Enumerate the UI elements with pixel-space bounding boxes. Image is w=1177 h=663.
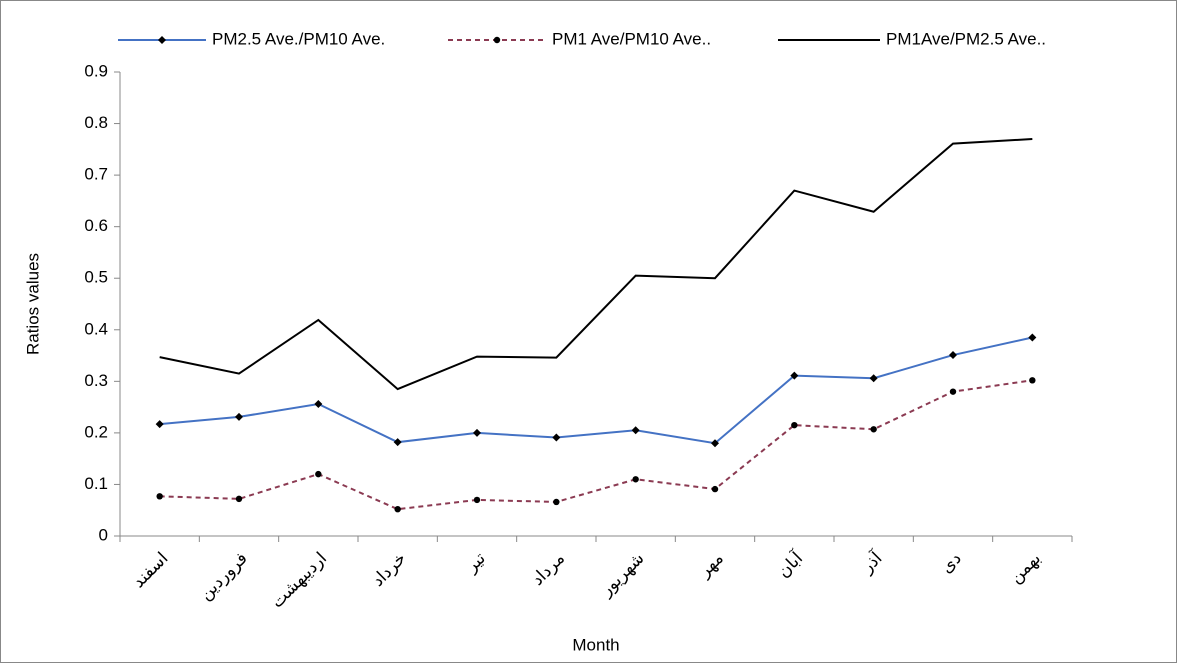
marker <box>158 36 166 44</box>
y-axis-title: Ratios values <box>23 253 42 355</box>
x-tick-label: اسفند <box>129 549 172 592</box>
marker <box>631 426 640 435</box>
y-tick-label: 0.5 <box>84 268 108 287</box>
marker <box>235 412 243 421</box>
marker <box>791 421 798 429</box>
marker <box>155 420 164 429</box>
marker <box>632 476 639 483</box>
marker <box>235 495 243 503</box>
y-tick-label: 0 <box>99 525 108 544</box>
marker <box>314 400 323 409</box>
x-tick-label: دی <box>937 549 965 577</box>
marker <box>473 428 481 437</box>
x-tick-label: مهر <box>694 549 727 582</box>
x-tick-label: مرداد <box>528 549 569 590</box>
marker <box>156 493 163 500</box>
y-tick-label: 0.8 <box>84 113 108 132</box>
legend-label: PM1 Ave/PM10 Ave.. <box>552 29 711 48</box>
marker <box>711 485 719 493</box>
marker <box>711 439 719 448</box>
series-line <box>159 379 1033 511</box>
x-tick-label: بهمن <box>1006 549 1045 588</box>
marker <box>493 36 501 44</box>
x-tick-label: تیر <box>461 548 489 576</box>
y-tick-label: 0.2 <box>84 422 108 441</box>
x-tick-label: خرداد <box>368 549 410 591</box>
marker <box>394 505 401 513</box>
x-tick-label: اردیبهشت <box>267 549 331 613</box>
y-tick-label: 0.1 <box>84 474 108 493</box>
marker <box>869 374 878 383</box>
x-tick-label: فروردین <box>196 549 251 604</box>
y-tick-label: 0.6 <box>84 216 108 235</box>
y-tick-label: 0.9 <box>84 61 108 80</box>
marker <box>473 496 481 504</box>
marker <box>315 470 322 478</box>
x-tick-label: شهریور <box>596 549 648 601</box>
legend-label: PM1Ave/PM2.5 Ave.. <box>886 29 1046 48</box>
x-tick-label: آبان <box>772 546 807 581</box>
x-tick-label: آذر <box>856 546 887 577</box>
y-tick-label: 0.3 <box>84 371 108 390</box>
y-tick-label: 0.7 <box>84 165 108 184</box>
series-line <box>159 336 1033 445</box>
marker <box>1028 333 1037 342</box>
marker <box>870 426 877 433</box>
marker <box>1029 377 1036 384</box>
x-axis-title: Month <box>572 635 619 654</box>
series-line <box>159 138 1033 391</box>
legend-label: PM2.5 Ave./PM10 Ave. <box>212 29 385 48</box>
marker <box>552 433 561 442</box>
marker <box>790 371 799 380</box>
marker <box>949 351 957 360</box>
y-tick-label: 0.4 <box>84 319 108 338</box>
marker <box>393 438 402 447</box>
marker <box>949 388 957 395</box>
marker <box>553 498 560 506</box>
